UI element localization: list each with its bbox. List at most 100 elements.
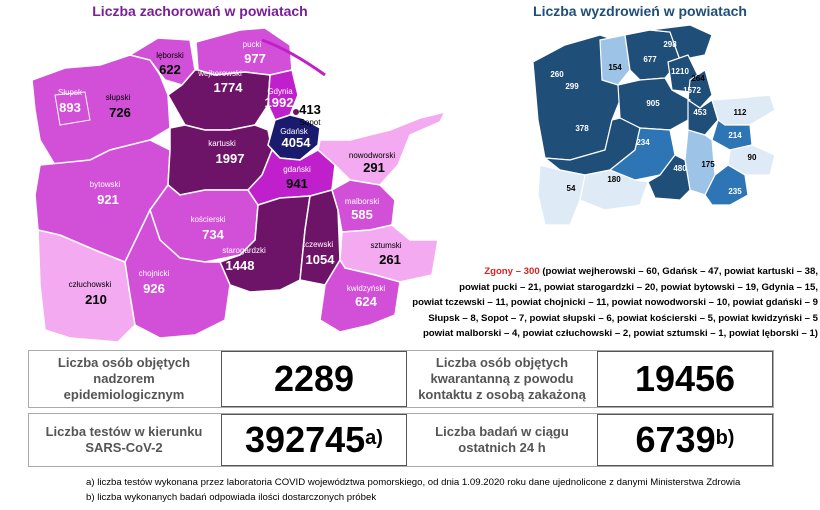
label-sopot-name: Sopot [300,118,322,127]
rec-label-299: 299 [565,82,579,91]
label-slupski-name: słupski [106,93,131,102]
region-malborski [331,179,396,233]
label-kwidzynski-name: kwidzyński [347,284,385,293]
label-gdanski-value: 941 [286,176,308,191]
daily-tests-value-cell: 6739 b) [597,414,773,466]
label-gdynia-value: 1992 [265,95,294,110]
footnotes: a) liczba testów wykonana przez laborato… [86,475,740,505]
label-kwidzynski-value: 624 [355,294,377,309]
deaths-line-1: (powiat wejherowski – 60, Gdańsk – 47, p… [539,266,818,277]
rec-region-234 [608,127,676,181]
rec-region-298 [649,24,713,61]
label-tczewski-name: tczewski [303,240,333,249]
rec-region-54 [537,164,586,226]
rec-label-1572: 1572 [683,86,701,95]
region-chojnicki [124,208,231,339]
label-wejherowski-value: 1774 [214,80,244,95]
recoveries-map: 298 154 677 260 1210 264 299 1572 905 45… [532,24,776,226]
rec-label-112: 112 [734,108,747,117]
daily-tests-label: Liczba badań w ciągu ostatnich 24 h [435,424,569,455]
daily-footnote-mark: b) [715,426,735,449]
rec-label-54: 54 [567,184,576,193]
deaths-total: Zgony – 300 [484,266,540,277]
label-leborski-name: lęborski [156,51,184,60]
deaths-line-5: powiat malborski – 4, powiat człuchowski… [422,328,818,339]
recoveries-map-title: Liczba wyzdrowień w powiatach [533,3,747,19]
label-koscierski-value: 734 [202,227,224,242]
label-gdansk-value: 4054 [282,135,312,150]
quarantine-value: 19456 [597,351,773,407]
label-kartuski-name: kartuski [208,139,236,148]
label-tczewski-value: 1054 [306,252,336,267]
rec-label-180: 180 [607,175,621,184]
infections-map-title: Liczba zachorowań w powiatach [92,3,308,19]
stats-row-2: Liczba testów w kierunku SARS-CoV-2 3927… [28,413,774,467]
label-nowodworski-value: 291 [363,160,385,175]
deaths-line-2: powiat pucki – 21, powiat starogardzki –… [459,281,818,293]
label-slupsk-value: 893 [59,100,81,115]
label-bytowski-value: 921 [97,192,119,207]
rec-region-1572 [687,69,713,109]
quarantine-label: Liczba osób objętych kwarantanną z powod… [418,355,586,402]
label-pucki-name: pucki [243,40,262,49]
tests-footnote-mark: a) [365,426,383,449]
label-malborski-name: malborski [345,197,379,206]
supervision-value: 2289 [221,351,407,407]
footnote-a: a) liczba testów wykonana przez laborato… [86,477,741,488]
rec-label-214: 214 [728,131,742,140]
rec-region-154 [599,34,631,86]
rec-label-234: 234 [636,138,650,147]
label-czluchowski-value: 210 [85,292,107,307]
label-sopot-value: 413 [299,102,321,117]
label-wejherowski-name: wejherowski [197,69,242,78]
rec-label-677: 677 [643,55,657,64]
supervision-label: Liczba osób objętych nadzorem epidemiolo… [57,355,191,402]
label-slupski-value: 726 [109,105,131,120]
daily-tests-value: 6739 [635,419,716,460]
region-slupsk [54,91,91,126]
rec-label-154: 154 [608,63,622,72]
label-nowodworski-name: nowodworski [349,151,395,160]
rec-label-260: 260 [550,70,564,79]
rec-label-480: 480 [673,164,687,173]
hel-peninsula [261,38,326,77]
label-gdansk-name: Gdańsk [280,127,309,136]
rec-region-180 [579,169,649,211]
region-sopot [293,109,299,115]
deaths-line-4: Słupsk – 8, Sopot – 7, powiat słupski – … [428,312,818,324]
label-bytowski-name: bytowski [90,180,121,189]
rec-label-90: 90 [748,153,757,162]
rec-region-235 [704,164,749,206]
label-czluchowski-name: człuchowski [69,280,112,289]
rec-label-298: 298 [663,40,677,49]
rec-label-905: 905 [646,99,660,108]
label-gdynia-name: Gdynia [267,87,293,96]
label-gdanski-name: gdański [283,165,311,174]
label-chojnicki-value: 926 [143,281,165,296]
label-starogardzki-value: 1448 [226,258,255,273]
label-koscierski-name: kościerski [190,215,225,224]
region-nowodworski [317,110,447,186]
region-kwidzynski [319,258,401,333]
tests-value: 392745 [245,419,366,460]
stats-row-1: Liczba osób objętych nadzorem epidemiolo… [28,350,774,408]
region-starogardzki [218,195,311,293]
rec-label-235: 235 [728,187,742,196]
label-leborski-value: 622 [159,62,181,77]
rec-label-264: 264 [691,74,705,83]
deaths-line-3: powiat tczewski – 11, powiat chojnicki –… [412,297,818,308]
label-kartuski-value: 1997 [216,151,245,166]
rec-label-175: 175 [701,160,715,169]
maps-canvas: pucki 977 lęborski 622 wejherowski 1774 … [31,24,776,343]
label-malborski-value: 585 [351,207,373,222]
label-sztumski-value: 261 [379,252,401,267]
infections-map: pucki 977 lęborski 622 wejherowski 1774 … [31,27,447,343]
rec-region-480 [647,154,691,201]
tests-value-cell: 392745 a) [221,414,407,466]
label-starogardzki-name: starogardzki [222,246,266,255]
rec-label-1210: 1210 [671,67,689,76]
label-chojnicki-name: chojnicki [139,269,170,278]
footnote-b: b) liczba wykonanych badań odpowiada ilo… [86,492,377,503]
tests-label: Liczba testów w kierunku SARS-CoV-2 [45,424,203,455]
label-pucki-value: 977 [244,51,266,66]
